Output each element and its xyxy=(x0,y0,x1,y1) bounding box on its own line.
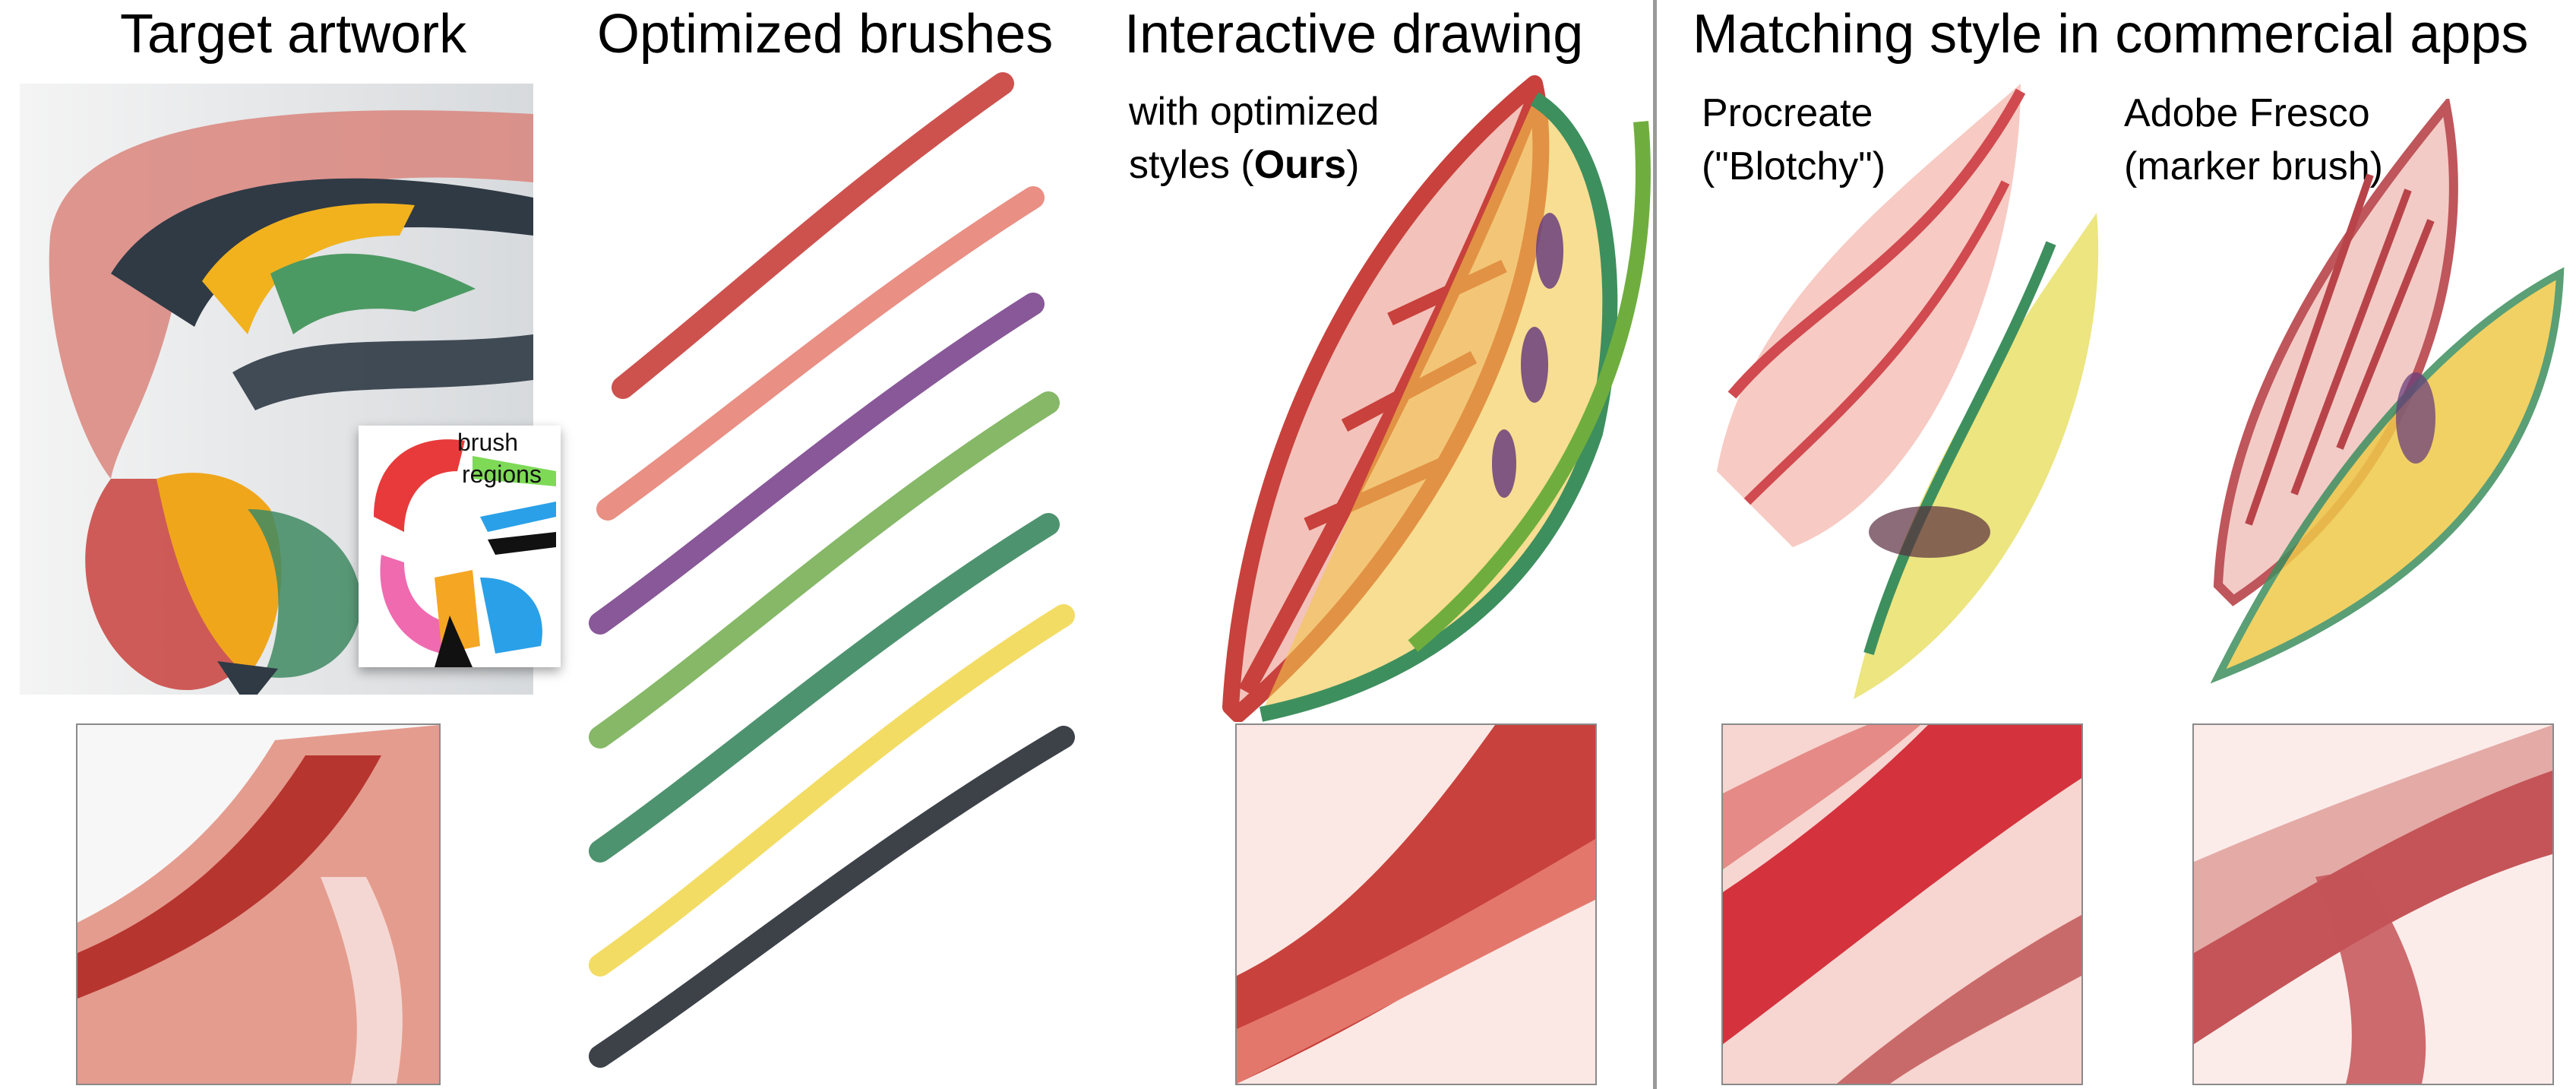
inset-label-brush: brush xyxy=(457,429,519,456)
brush-stroke-1 xyxy=(612,72,1014,399)
fresco-leaf-drawing xyxy=(2188,99,2568,707)
commercial-apps-title: Matching style in commercial apps xyxy=(1693,4,2529,65)
target-zoom-crop xyxy=(76,723,441,1085)
fresco-detail: (marker brush) xyxy=(2124,144,2383,188)
procreate-detail: ("Blotchy") xyxy=(1702,144,1886,188)
brush-stroke-7 xyxy=(589,726,1075,1068)
procreate-zoom-crop xyxy=(1721,723,2083,1085)
inset-label-regions: regions xyxy=(462,461,542,488)
optimized-brush-strokes xyxy=(577,68,1086,1079)
target-artwork-title: Target artwork xyxy=(120,4,467,65)
optimized-brushes-title: Optimized brushes xyxy=(597,4,1054,65)
interactive-caption-line1: with optimized xyxy=(1129,90,1380,134)
brush-stroke-2 xyxy=(596,186,1045,521)
ours-label: Ours xyxy=(1253,143,1347,187)
brush-regions-inset: brush regions xyxy=(359,426,561,667)
section-divider xyxy=(1653,0,1657,1089)
brush-stroke-5 xyxy=(589,513,1060,863)
interactive-drawing-title: Interactive drawing xyxy=(1124,4,1584,65)
brush-stroke-3 xyxy=(589,293,1045,635)
procreate-label: Procreate xyxy=(1702,91,1873,135)
procreate-leaf-drawing xyxy=(1702,76,2112,714)
fresco-label: Adobe Fresco xyxy=(2124,91,2370,135)
target-artwork-image: brush regions xyxy=(20,84,561,695)
fresco-zoom-crop xyxy=(2192,723,2554,1085)
interactive-leaf-drawing xyxy=(1215,68,1656,722)
brush-stroke-4 xyxy=(589,391,1060,749)
brush-stroke-6 xyxy=(589,604,1075,977)
interactive-caption-line2: styles (Ours) xyxy=(1129,143,1360,187)
interactive-zoom-crop xyxy=(1235,723,1597,1085)
